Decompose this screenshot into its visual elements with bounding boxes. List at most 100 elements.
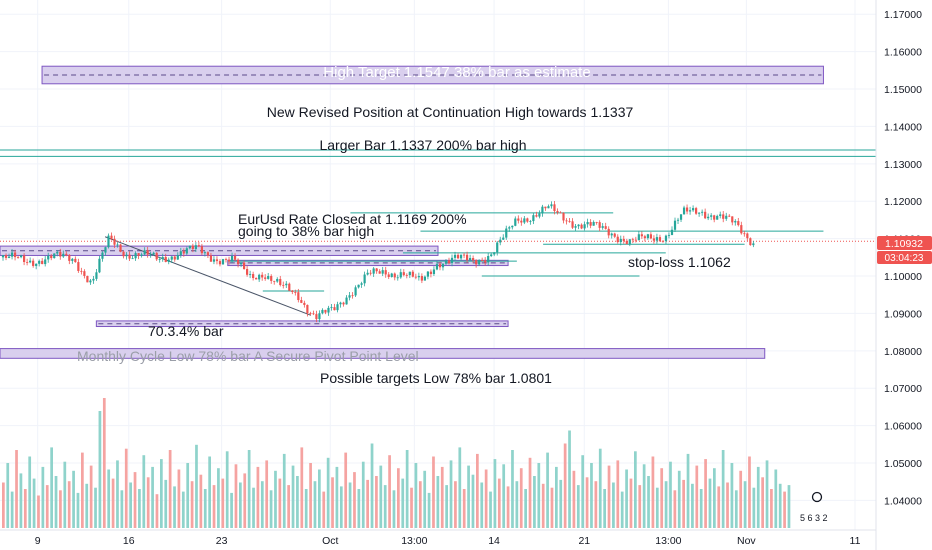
volume-bar [515, 481, 519, 528]
volume-bar [173, 486, 176, 528]
candle-body [19, 255, 23, 258]
volume-bar [708, 478, 712, 528]
candle-body [607, 228, 610, 236]
price-axis[interactable]: 1.17000 1.16000 1.15000 1.14000 1.13000 1.120… [875, 0, 922, 550]
candle-body [496, 242, 499, 253]
candle-body [146, 250, 149, 255]
volume-bar [638, 485, 642, 528]
candle-body [734, 221, 737, 223]
volume-bar [221, 478, 225, 528]
volume-bar [440, 466, 444, 528]
candle-body [580, 224, 583, 229]
volume-bar [752, 487, 756, 528]
volume-bar [506, 486, 510, 528]
candle-body [285, 283, 288, 286]
y-tick-label: 1.10000 [884, 271, 922, 283]
time-axis[interactable]: 9 16 23 Oct 13:00 14 21 13:00 Nov 11 [0, 529, 876, 547]
watermark-circle-icon [811, 491, 823, 503]
volume-bar [234, 464, 238, 528]
candle-body [514, 218, 517, 226]
candle-body [104, 247, 107, 253]
volume-bar [348, 482, 352, 528]
volume-bar [427, 492, 431, 528]
candle-body [230, 256, 234, 262]
candle-body [728, 215, 731, 217]
zone-layer [0, 65, 824, 359]
candle-body [194, 245, 197, 250]
volume-bar [414, 463, 418, 528]
candle-body [682, 207, 686, 215]
candle-body [731, 216, 734, 223]
candle-body [303, 302, 306, 305]
volume-bar [550, 487, 554, 528]
candle-body [616, 236, 619, 243]
candle-body [239, 262, 243, 265]
candle-body [438, 264, 442, 268]
candle-body [740, 225, 743, 234]
volume-bar [190, 481, 194, 528]
volume-bar [81, 452, 84, 528]
volume-bar [282, 453, 286, 528]
candle-body [101, 252, 104, 259]
candle-body [752, 243, 755, 246]
candle-body [249, 274, 252, 275]
volume-bar [146, 477, 150, 528]
candle-body [701, 211, 704, 213]
candle-body [315, 314, 318, 320]
candle-body [405, 275, 408, 276]
candle-body [568, 221, 571, 223]
volume-bar [783, 491, 786, 528]
candle-body [601, 226, 604, 228]
x-tick-label: 13:00 [655, 535, 681, 547]
candle-body [722, 214, 725, 219]
candle-body [267, 276, 270, 279]
candle-body [387, 274, 390, 277]
y-tick-label: 1.14000 [884, 121, 922, 133]
candle-body [92, 278, 95, 281]
candle-body [318, 313, 321, 320]
candle-body [1, 255, 5, 258]
candle-body [149, 254, 152, 256]
candle-body [218, 261, 222, 265]
volume-bar [778, 483, 782, 528]
volume-bar [704, 459, 707, 528]
volume-bar [730, 463, 734, 528]
volume-bar [533, 476, 536, 528]
volume-bar [370, 443, 374, 528]
candle-body [695, 208, 698, 214]
candle-body [330, 307, 333, 308]
candle-body [481, 260, 484, 261]
volume-bar [76, 492, 80, 528]
volume-bar [541, 483, 545, 528]
x-tick-label: Nov [737, 535, 756, 547]
candle-body [83, 271, 86, 276]
candle-body [574, 226, 577, 228]
volume-bar [361, 461, 365, 528]
volume-bar [625, 469, 628, 528]
candle-body [393, 273, 396, 278]
candle-body [333, 307, 336, 311]
candle-body [622, 238, 625, 241]
volume-bar [392, 490, 396, 528]
volume-bar [436, 476, 440, 528]
candle-body [164, 256, 167, 262]
candle-body [50, 255, 53, 259]
candle-body [44, 259, 47, 265]
x-tick-label: 23 [216, 535, 228, 547]
candle-body [508, 227, 511, 229]
candle-body [737, 221, 740, 226]
volume-bar [734, 490, 738, 528]
candle-body [200, 246, 204, 254]
candle-body [372, 268, 375, 274]
line-layer [0, 149, 876, 316]
volume-bar [555, 466, 558, 528]
volume-bar [489, 491, 492, 528]
candle-body [685, 207, 689, 212]
volume-bar [23, 489, 27, 528]
volume-bar [59, 490, 62, 528]
volume-bar [480, 482, 484, 528]
volume-bar [546, 452, 549, 528]
candle-body [23, 255, 26, 263]
volume-bar [116, 460, 119, 528]
